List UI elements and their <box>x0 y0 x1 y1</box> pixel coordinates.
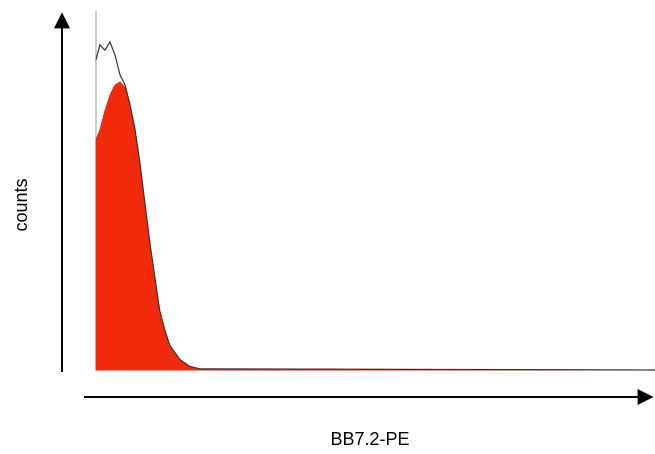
area <box>95 81 655 371</box>
line <box>95 40 655 371</box>
y-axis-label: counts <box>11 178 31 231</box>
plot <box>95 40 655 371</box>
x-axis-label: BB7.2-PE <box>330 429 409 449</box>
